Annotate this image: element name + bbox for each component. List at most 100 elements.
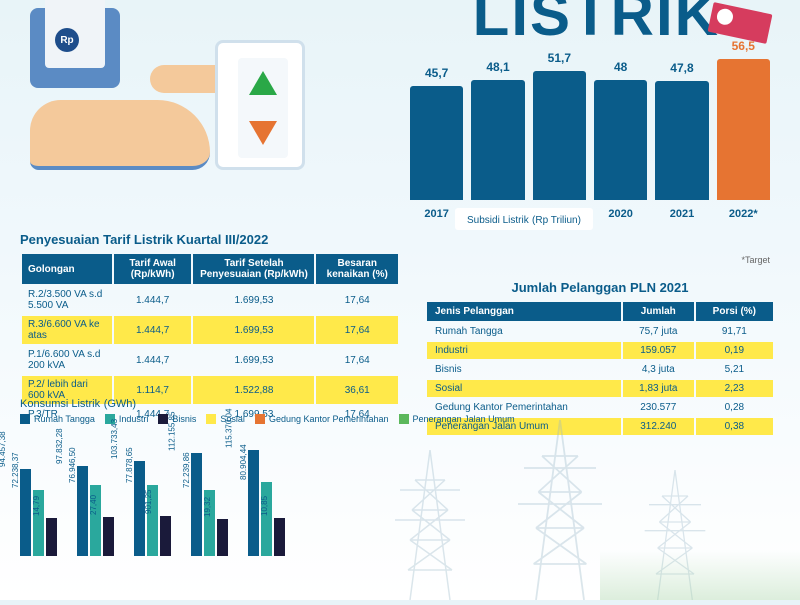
table-cell: 0,28 — [696, 399, 773, 416]
table-cell: 17,64 — [316, 286, 398, 314]
bar-value: 80.904,44 — [239, 444, 248, 482]
consumption-bar-group: 94.457,3872.238,3714,79 — [20, 469, 57, 556]
legend-label: Industri — [119, 414, 149, 424]
table-cell: 5,21 — [696, 361, 773, 378]
legend-swatch — [206, 414, 216, 424]
target-note: *Target — [741, 255, 770, 265]
bar-value: 115.370,04 — [224, 409, 233, 450]
table-cell: 159.057 — [623, 342, 694, 359]
bar-value: 48 — [594, 60, 647, 74]
table-header: Porsi (%) — [696, 302, 773, 321]
bar-value: 48,1 — [471, 60, 524, 74]
table-cell: P.1/6.600 VA s.d 200 kVA — [22, 346, 112, 374]
consumption-bar: 80.904,44 — [261, 482, 272, 556]
consumption-bar: 19,32 — [217, 519, 228, 556]
bar-value: 901,25 — [143, 489, 152, 515]
page-title: LISTRIK — [473, 0, 720, 49]
legend-label: Gedung Kantor Pemerintahan — [269, 414, 389, 424]
consumption-bar: 94.457,38 — [20, 469, 31, 556]
consumption-legend: Rumah TanggaIndustriBisnisSosialGedung K… — [20, 414, 520, 424]
table-cell: 1.444,7 — [114, 316, 192, 344]
legend-item: Bisnis — [158, 414, 196, 424]
bar-value: 76.946,50 — [68, 448, 77, 486]
table-row: R.2/3.500 VA s.d 5.500 VA1.444,71.699,53… — [22, 286, 398, 314]
consumption-bar: 27,40 — [103, 517, 114, 556]
legend-swatch — [399, 414, 409, 424]
bar-value: 112.155,85 — [167, 412, 176, 453]
subsidy-caption: Subsidi Listrik (Rp Triliun) — [455, 208, 593, 230]
subsidy-bar: 56,52022* — [717, 59, 770, 200]
table-cell: 230.577 — [623, 399, 694, 416]
table-cell: R.2/3.500 VA s.d 5.500 VA — [22, 286, 112, 314]
pln-title: Jumlah Pelanggan PLN 2021 — [425, 280, 775, 295]
consumption-bar: 14,79 — [46, 518, 57, 556]
receipt-icon: Rp — [30, 8, 120, 88]
table-cell: 1.699,53 — [193, 316, 314, 344]
legend-item: Gedung Kantor Pemerintahan — [255, 414, 389, 424]
consumption-bar-group: 97.832,2876.946,5027,40 — [77, 466, 114, 556]
table-cell: R.3/6.600 VA ke atas — [22, 316, 112, 344]
table-row: Industri159.0570,19 — [427, 342, 773, 359]
bar-value: 45,7 — [410, 66, 463, 80]
bar-year: 2020 — [594, 208, 647, 220]
table-cell: 0,19 — [696, 342, 773, 359]
table-row: Rumah Tangga75,7 juta91,71 — [427, 323, 773, 340]
consumption-bar-group: 103.733,4377.878,65901,25 — [134, 461, 171, 556]
city-silhouette — [600, 550, 800, 600]
consumption-bar: 97.832,28 — [77, 466, 88, 556]
hand-icon — [30, 100, 210, 170]
bar-value: 97.832,28 — [55, 429, 64, 467]
table-header: Golongan — [22, 254, 112, 284]
legend-label: Penerangan Jalan Umum — [413, 414, 515, 424]
bar-value: 47,8 — [655, 61, 708, 75]
subsidy-bar-chart: 45,7201748,1201851,7201948202047,8202156… — [405, 50, 775, 260]
bar-year: 2021 — [655, 208, 708, 220]
consumption-bar: 10,85 — [274, 518, 285, 556]
bar-value: 72.238,37 — [11, 452, 20, 490]
subsidy-bar: 482020 — [594, 80, 647, 200]
subsidy-bar: 51,72019 — [533, 71, 586, 200]
legend-swatch — [20, 414, 30, 424]
subsidy-bar: 47,82021 — [655, 81, 708, 201]
table-header: Jenis Pelanggan — [427, 302, 621, 321]
table-cell: 4,3 juta — [623, 361, 694, 378]
subsidy-bar: 45,72017 — [410, 86, 463, 200]
table-cell: 0,38 — [696, 418, 773, 435]
power-tower-icon — [390, 450, 470, 600]
bar-value: 27,40 — [88, 495, 97, 517]
arrow-down-icon — [249, 121, 277, 145]
subsidy-bar: 48,12018 — [471, 80, 524, 200]
legend-item: Rumah Tangga — [20, 414, 95, 424]
consumption-bar: 112.155,85 — [191, 453, 202, 556]
power-tower-icon — [510, 420, 610, 600]
table-row: R.3/6.600 VA ke atas1.444,71.699,5317,64 — [22, 316, 398, 344]
table-cell: 91,71 — [696, 323, 773, 340]
table-row: P.1/6.600 VA s.d 200 kVA1.444,71.699,531… — [22, 346, 398, 374]
legend-item: Penerangan Jalan Umum — [399, 414, 515, 424]
consumption-bar: 901,25 — [160, 516, 171, 556]
table-header: Tarif Awal (Rp/kWh) — [114, 254, 192, 284]
bar-value: 10,85 — [259, 496, 268, 518]
bar-value: 72.239,86 — [182, 452, 191, 490]
switch-icon — [215, 40, 305, 170]
table-cell: 17,64 — [316, 316, 398, 344]
bar-value: 94.457,38 — [0, 432, 7, 470]
table-cell: 17,64 — [316, 346, 398, 374]
table-header: Besaran kenaikan (%) — [316, 254, 398, 284]
legend-label: Rumah Tangga — [34, 414, 95, 424]
table-header: Tarif Setelah Penyesuaian (Rp/kWh) — [193, 254, 314, 284]
table-cell: 75,7 juta — [623, 323, 694, 340]
table-cell: 312.240 — [623, 418, 694, 435]
table-row: Bisnis4,3 juta5,21 — [427, 361, 773, 378]
table-header: Jumlah — [623, 302, 694, 321]
tariff-title: Penyesuaian Tarif Listrik Kuartal III/20… — [20, 232, 400, 247]
table-cell: 1.699,53 — [193, 346, 314, 374]
bar-value: 19,32 — [202, 497, 211, 519]
consumption-bar-group: 112.155,8572.239,8619,32 — [191, 453, 228, 556]
bar-value: 77.878,65 — [125, 447, 134, 485]
bar-value: 51,7 — [533, 51, 586, 65]
table-cell: Rumah Tangga — [427, 323, 621, 340]
consumption-title: Konsumsi Listrik (GWh) — [20, 395, 520, 410]
table-cell: 1.699,53 — [193, 286, 314, 314]
bar-value: 56,5 — [717, 39, 770, 53]
